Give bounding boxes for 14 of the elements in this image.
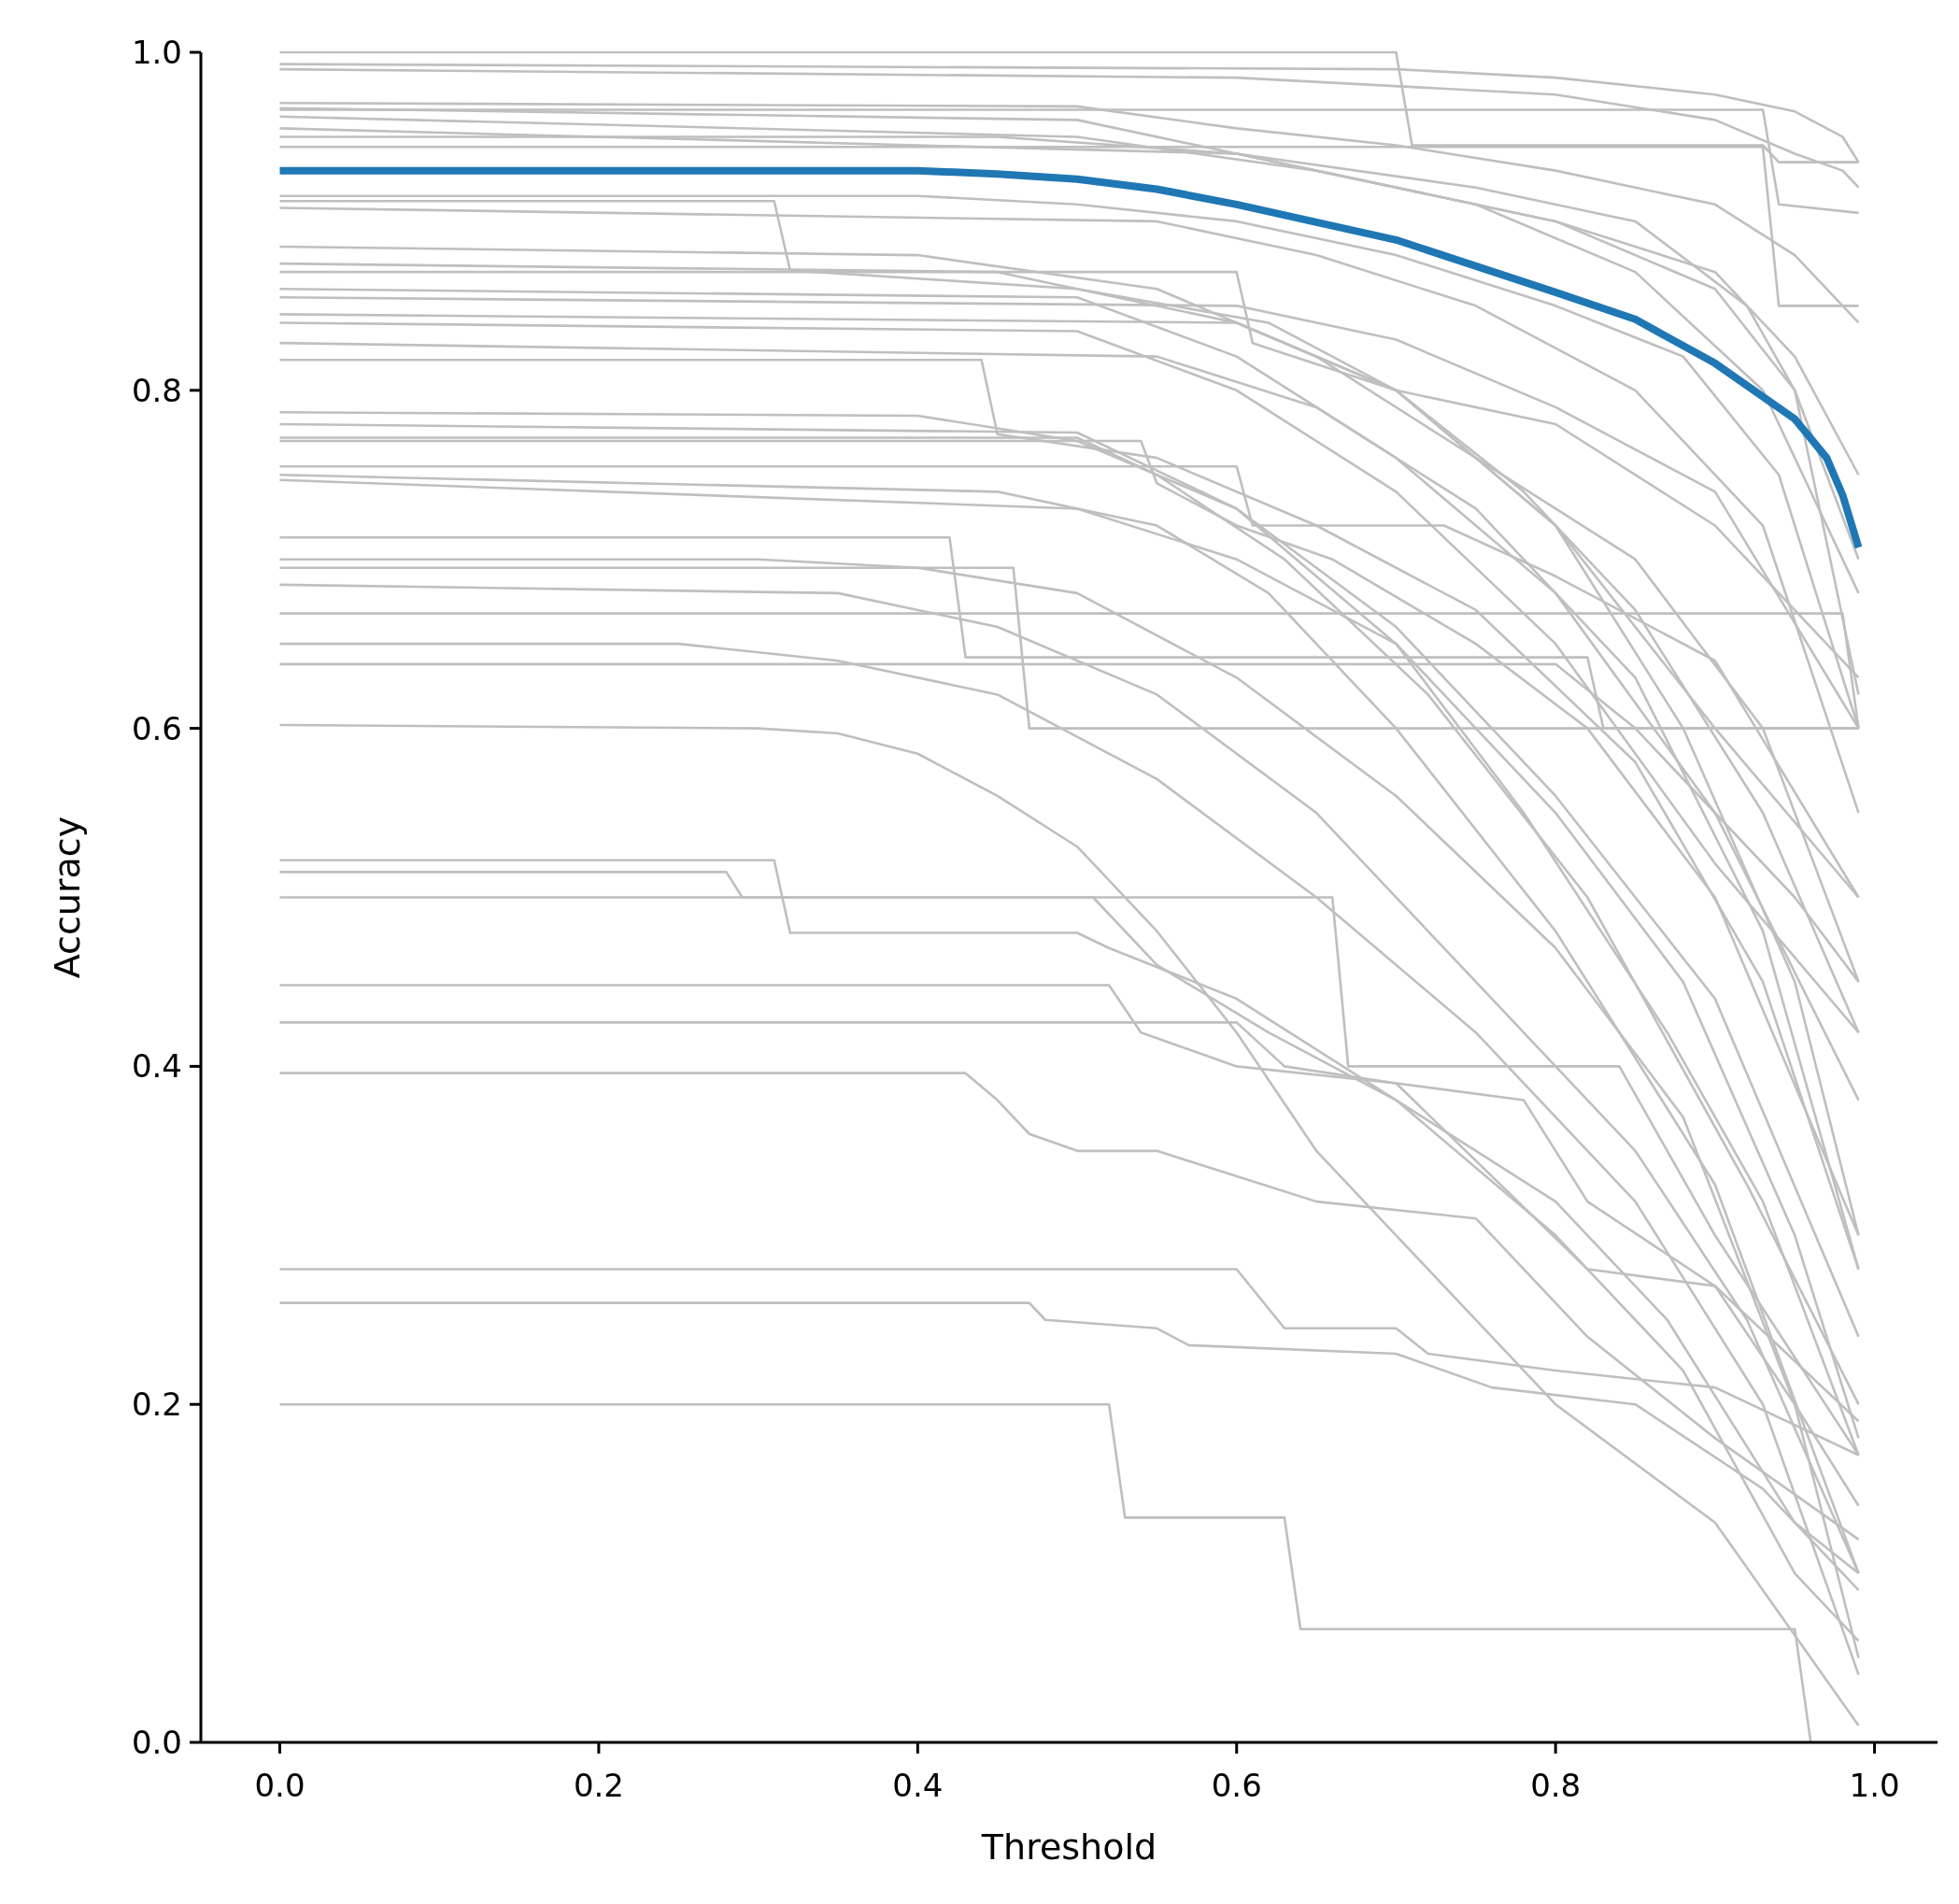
x-tick-label: 0.6 — [1211, 1767, 1262, 1804]
y-tick-label: 0.8 — [131, 371, 182, 409]
y-tick-label: 0.0 — [131, 1723, 182, 1761]
x-tick-label: 1.0 — [1849, 1767, 1900, 1804]
x-tick-label: 0.4 — [892, 1767, 944, 1804]
y-tick-label: 0.6 — [131, 709, 182, 747]
y-tick-label: 1.0 — [131, 33, 182, 71]
x-tick-label: 0.8 — [1530, 1767, 1582, 1804]
x-tick-label: 0.0 — [254, 1767, 305, 1804]
y-tick-label: 0.2 — [131, 1385, 182, 1424]
x-axis-title: Threshold — [980, 1826, 1157, 1868]
y-axis-title: Accuracy — [47, 816, 88, 979]
x-tick-label: 0.2 — [573, 1767, 624, 1804]
y-tick-label: 0.4 — [131, 1047, 182, 1086]
